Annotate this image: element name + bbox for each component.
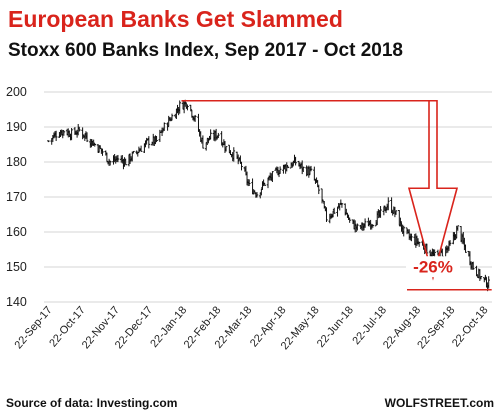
x-tick-label: 22-Jun-18 [315,304,356,350]
x-tick-label: 22-Sep-17 [12,304,54,351]
chart-subtitle: Stoxx 600 Banks Index, Sep 2017 - Oct 20… [8,40,403,61]
decline-annotation: -26% [181,99,492,291]
decline-label: -26% [413,257,453,276]
y-tick-label: 200 [6,85,27,99]
price-series [47,99,490,292]
y-axis-ticks: 140 150 160 170 180 190 200 [6,85,27,309]
brand-label: WOLFSTREET.com [385,396,494,410]
chart-title: European Banks Get Slammed [8,6,343,32]
grid-lines [44,91,492,303]
y-tick-label: 160 [6,225,27,239]
decline-arrow [407,99,459,281]
y-tick-label: 140 [6,295,27,309]
source-note: Source of data: Investing.com [6,396,177,410]
y-tick-label: 180 [6,155,27,169]
y-tick-label: 170 [6,190,27,204]
x-axis-ticks: 22-Sep-1722-Oct-1722-Nov-1722-Dec-1722-J… [12,304,490,352]
y-tick-label: 190 [6,120,27,134]
y-tick-label: 150 [6,260,27,274]
decline-label-bg [406,256,460,278]
